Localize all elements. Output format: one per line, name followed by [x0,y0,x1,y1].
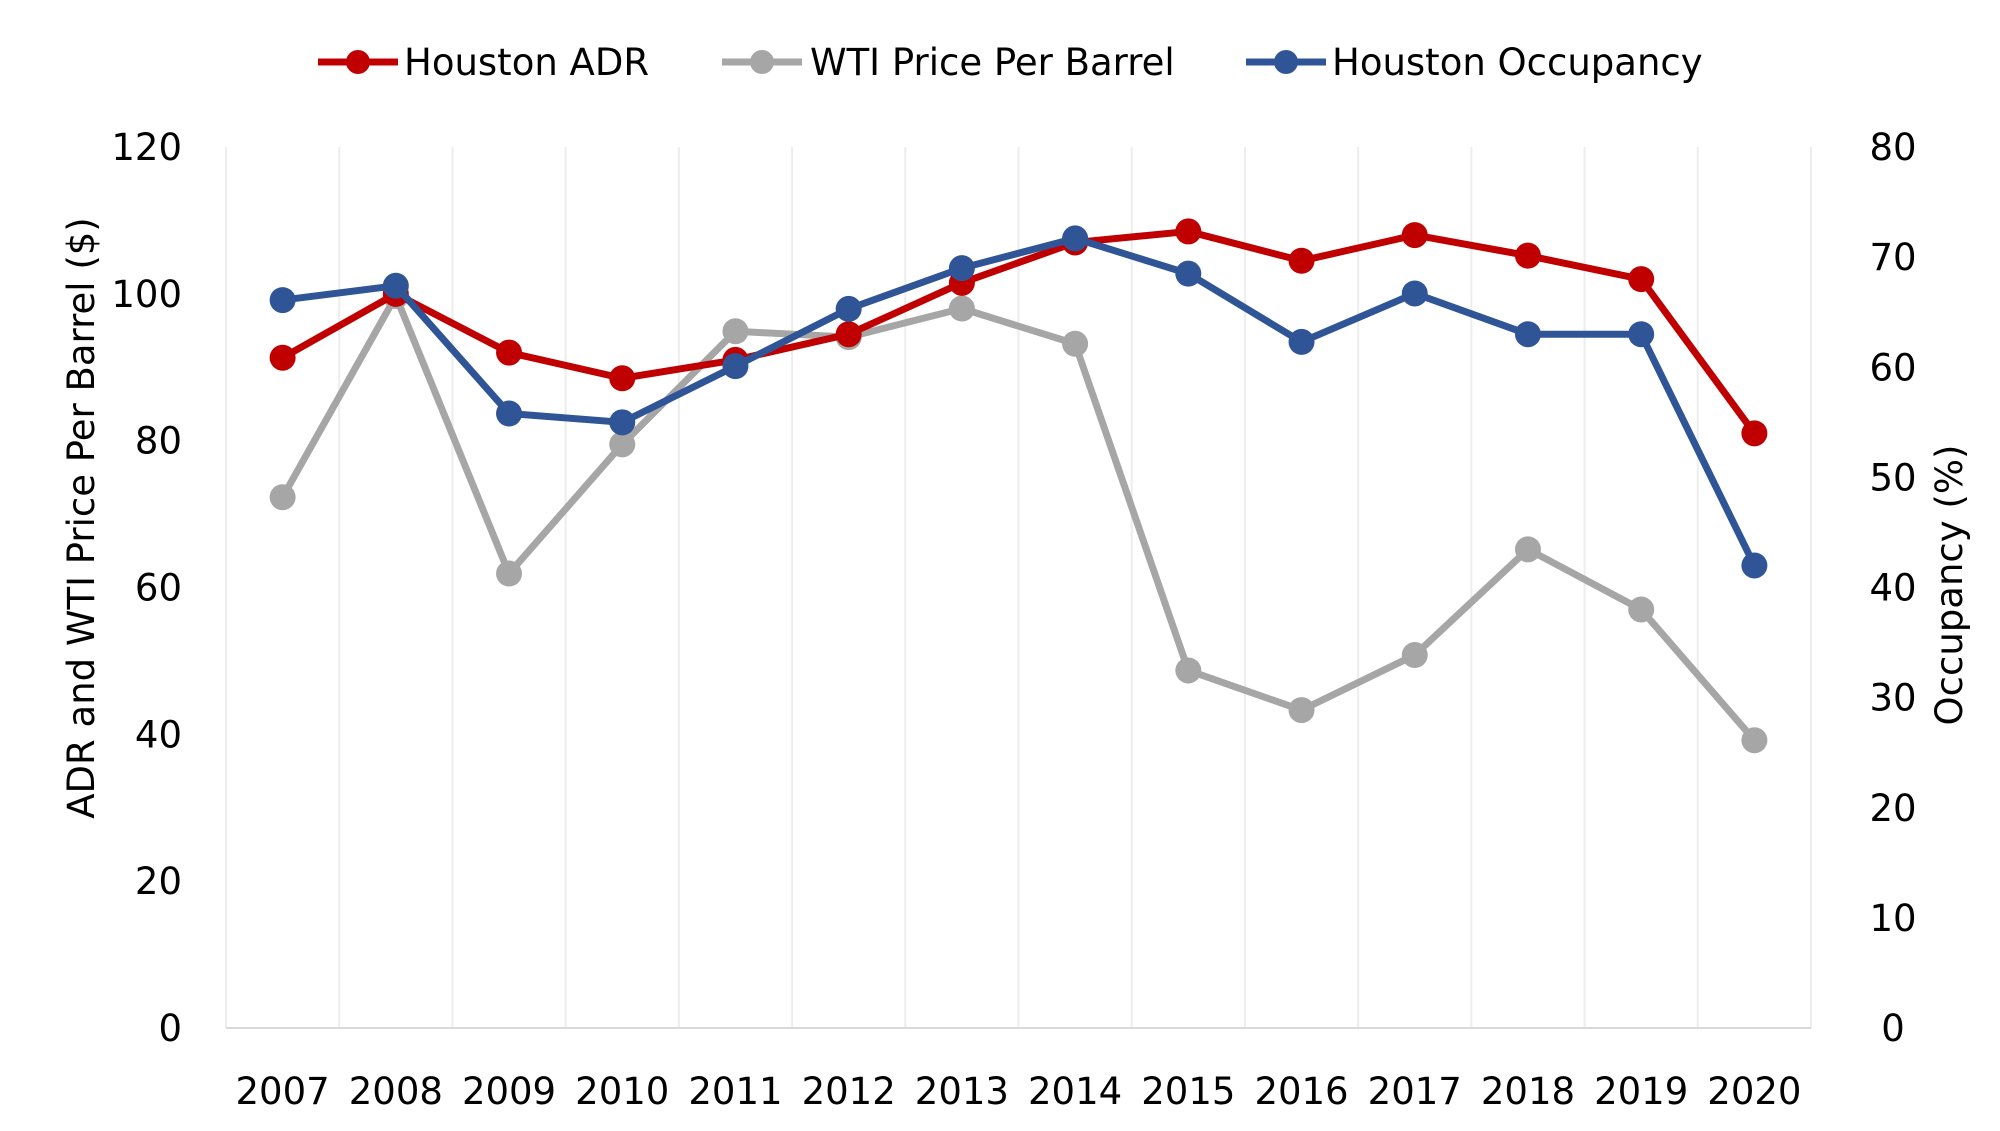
x-tick-2017: 2017 [1368,1070,1462,1113]
legend-dot-houston-occupancy [1274,50,1298,74]
legend-item-houston-occupancy[interactable]: Houston Occupancy [1246,41,1703,84]
point-houston-occupancy-2010[interactable] [609,409,636,436]
point-houston-adr-2007[interactable] [269,344,296,371]
series-line-wti-price-per-barrel [279,292,1758,744]
right-y-tick-60: 60 [1869,346,1916,389]
legend-dot-wti-price [750,50,774,74]
x-tick-2008: 2008 [349,1070,443,1113]
point-houston-adr-2019[interactable] [1628,266,1655,293]
legend: Houston ADR WTI Price Per Barrel Houston… [318,41,1703,84]
point-wti-price-per-barrel-2019[interactable] [1628,596,1655,623]
x-tick-2009: 2009 [462,1070,556,1113]
point-houston-adr-2016[interactable] [1288,247,1315,274]
right-y-axis-title: Occupancy (%) [1928,445,1971,726]
x-tick-2018: 2018 [1481,1070,1575,1113]
point-wti-price-per-barrel-2018[interactable] [1514,536,1541,563]
right-y-tick-0: 0 [1881,1007,1905,1050]
legend-dot-houston-adr [346,50,370,74]
point-houston-adr-2009[interactable] [496,339,523,366]
x-tick-2011: 2011 [688,1070,782,1113]
x-tick-2010: 2010 [575,1070,669,1113]
point-houston-occupancy-2007[interactable] [269,287,296,314]
left-y-tick-20: 20 [135,860,182,903]
series-line-houston-adr [279,227,1758,437]
x-tick-2012: 2012 [802,1070,896,1113]
x-tick-2014: 2014 [1028,1070,1122,1113]
point-wti-price-per-barrel-2013[interactable] [948,295,975,322]
point-wti-price-per-barrel-2017[interactable] [1401,642,1428,669]
point-wti-price-per-barrel-2015[interactable] [1175,657,1202,684]
point-wti-price-per-barrel-2010[interactable] [609,431,636,458]
point-wti-price-per-barrel-2011[interactable] [722,318,749,345]
point-houston-occupancy-2008[interactable] [382,272,409,299]
x-tick-2020: 2020 [1707,1070,1801,1113]
point-houston-adr-2015[interactable] [1175,218,1202,245]
point-houston-adr-2010[interactable] [609,365,636,392]
x-tick-2019: 2019 [1594,1070,1688,1113]
left-y-tick-100: 100 [111,273,182,316]
point-houston-occupancy-2014[interactable] [1062,225,1089,252]
right-y-tick-30: 30 [1869,677,1916,720]
left-y-tick-120: 120 [111,126,182,169]
point-houston-occupancy-2012[interactable] [835,295,862,322]
point-houston-occupancy-2015[interactable] [1175,260,1202,287]
point-houston-occupancy-2011[interactable] [722,353,749,380]
x-tick-2013: 2013 [915,1070,1009,1113]
legend-item-houston-adr[interactable]: Houston ADR [318,41,649,84]
point-houston-adr-2020[interactable] [1741,420,1768,447]
point-houston-occupancy-2019[interactable] [1628,321,1655,348]
point-wti-price-per-barrel-2016[interactable] [1288,697,1315,724]
x-tick-2007: 2007 [236,1070,330,1113]
x-tick-2015: 2015 [1141,1070,1235,1113]
right-y-tick-10: 10 [1869,897,1916,940]
left-y-tick-60: 60 [135,567,182,610]
right-y-tick-70: 70 [1869,236,1916,279]
right-y-tick-20: 20 [1869,787,1916,830]
right-y-tick-40: 40 [1869,567,1916,610]
point-houston-occupancy-2017[interactable] [1401,280,1428,307]
point-houston-occupancy-2020[interactable] [1741,552,1768,579]
series-layer [269,218,1768,754]
point-wti-price-per-barrel-2014[interactable] [1062,330,1089,357]
point-houston-occupancy-2009[interactable] [496,400,523,427]
point-houston-adr-2012[interactable] [835,321,862,348]
vertical-gridlines [225,147,1812,1028]
left-y-axis-ticks: 0 20 40 60 80 100 120 [111,126,182,1050]
right-y-tick-80: 80 [1869,126,1916,169]
point-wti-price-per-barrel-2020[interactable] [1741,727,1768,754]
point-houston-adr-2017[interactable] [1401,222,1428,249]
series-line-houston-occupancy [279,234,1758,569]
legend-label-houston-adr: Houston ADR [404,41,649,84]
left-y-tick-40: 40 [135,713,182,756]
legend-label-wti-price: WTI Price Per Barrel [810,41,1175,84]
series-houston-occupancy [269,225,1768,579]
point-houston-occupancy-2018[interactable] [1514,321,1541,348]
left-y-tick-80: 80 [135,420,182,463]
legend-label-houston-occupancy: Houston Occupancy [1332,41,1703,84]
left-y-axis-title: ADR and WTI Price Per Barrel ($) [60,217,103,819]
point-houston-adr-2018[interactable] [1514,242,1541,269]
point-wti-price-per-barrel-2007[interactable] [269,484,296,511]
point-wti-price-per-barrel-2009[interactable] [496,560,523,587]
x-axis-ticks: 2007 2008 2009 2010 2011 2012 2013 2014 2015 2016… [236,1070,1802,1113]
x-tick-2016: 2016 [1254,1070,1348,1113]
right-y-axis-ticks: 0 10 20 30 40 50 60 70 80 [1869,126,1916,1050]
left-y-tick-0: 0 [158,1007,182,1050]
point-houston-occupancy-2016[interactable] [1288,328,1315,355]
point-houston-occupancy-2013[interactable] [948,255,975,282]
legend-item-wti-price[interactable]: WTI Price Per Barrel [722,41,1175,84]
right-y-tick-50: 50 [1869,456,1916,499]
